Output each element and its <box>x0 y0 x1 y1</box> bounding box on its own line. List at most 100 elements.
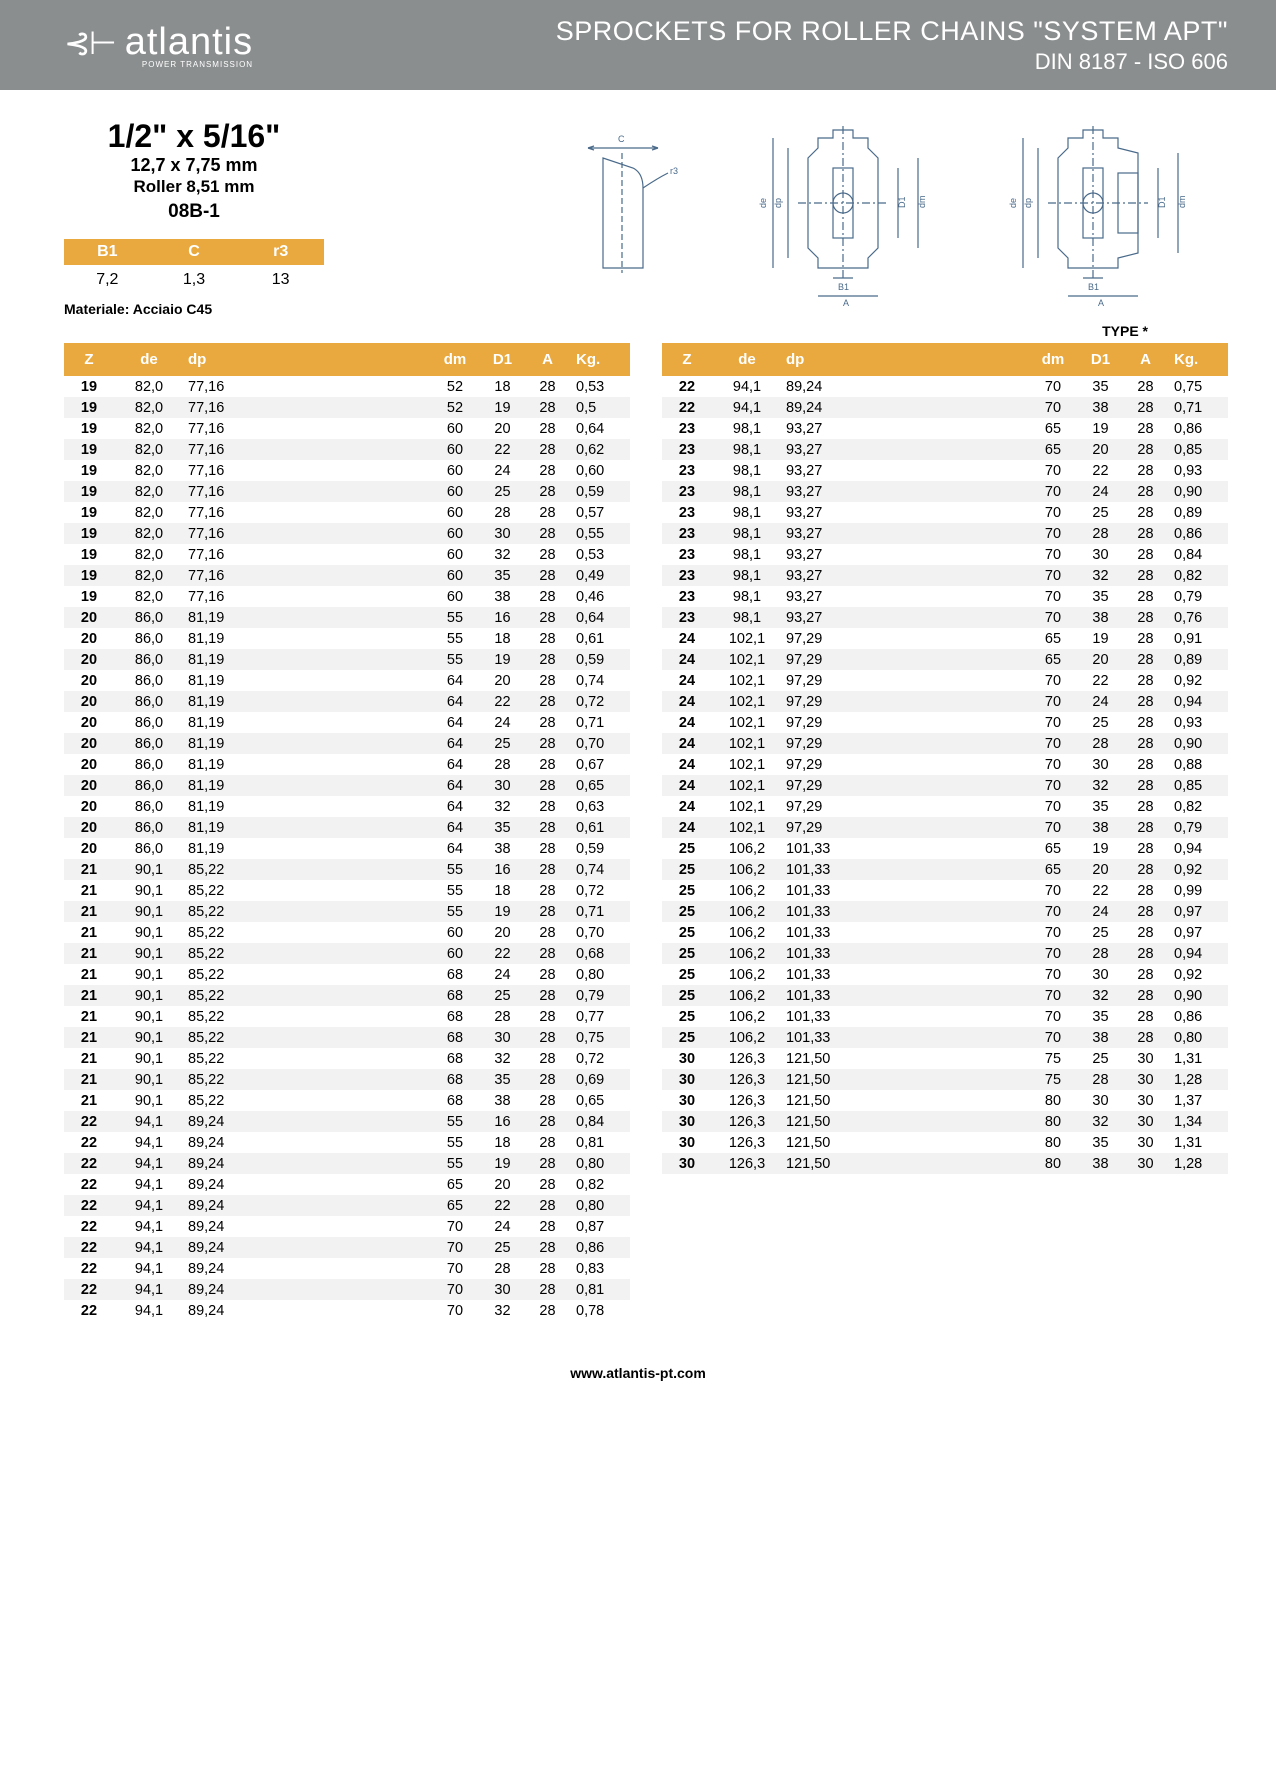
cell: 28 <box>1123 841 1168 857</box>
cell: 28 <box>1123 463 1168 479</box>
cell: 30 <box>1078 757 1123 773</box>
cell: 0,86 <box>1168 526 1228 542</box>
cell: 0,53 <box>570 547 630 563</box>
cell: 24 <box>480 715 525 731</box>
table-row: 2294,189,247028280,83 <box>64 1258 630 1279</box>
cell: 121,50 <box>782 1114 862 1130</box>
table-row: 2294,189,246522280,80 <box>64 1195 630 1216</box>
cell: 0,65 <box>570 778 630 794</box>
th-dm: dm <box>430 351 480 368</box>
cell: 70 <box>1028 904 1078 920</box>
cell: 30 <box>1123 1114 1168 1130</box>
cell: 0,60 <box>570 463 630 479</box>
cell <box>862 589 1028 605</box>
cell: 30 <box>480 778 525 794</box>
cell: 0,97 <box>1168 904 1228 920</box>
cell: 86,0 <box>114 631 184 647</box>
cell: 93,27 <box>782 526 862 542</box>
cell: 24 <box>662 694 712 710</box>
cell: 28 <box>525 925 570 941</box>
table-row: 30126,3121,507528301,28 <box>662 1069 1228 1090</box>
cell: 24 <box>662 820 712 836</box>
cell: 94,1 <box>114 1303 184 1319</box>
cell: 82,0 <box>114 463 184 479</box>
cell: 38 <box>480 589 525 605</box>
right-table: Z de dp dm D1 A Kg. 2294,189,247035280,7… <box>662 343 1228 1321</box>
cell: 98,1 <box>712 463 782 479</box>
svg-text:dp: dp <box>1023 198 1033 208</box>
cell: 24 <box>1078 904 1123 920</box>
cell: 21 <box>64 883 114 899</box>
spec-size: 1/2" x 5/16" <box>64 118 324 155</box>
cell: 82,0 <box>114 526 184 542</box>
mini-v3: 13 <box>237 271 324 289</box>
cell: 70 <box>1028 988 1078 1004</box>
cell: 93,27 <box>782 610 862 626</box>
cell: 68 <box>430 1051 480 1067</box>
cell: 90,1 <box>114 946 184 962</box>
cell: 70 <box>1028 505 1078 521</box>
table-header-right: Z de dp dm D1 A Kg. <box>662 343 1228 376</box>
cell: 20 <box>480 673 525 689</box>
table-row: 1982,077,166022280,62 <box>64 439 630 460</box>
cell: 21 <box>64 862 114 878</box>
cell <box>862 820 1028 836</box>
cell: 85,22 <box>184 904 264 920</box>
cell: 94,1 <box>114 1261 184 1277</box>
svg-text:D1: D1 <box>1157 196 1167 208</box>
title-line1: SPROCKETS FOR ROLLER CHAINS "SYSTEM APT" <box>556 16 1228 47</box>
cell: 20 <box>480 421 525 437</box>
footer-url: www.atlantis-pt.com <box>0 1341 1276 1421</box>
mini-header: B1 C r3 <box>64 239 324 265</box>
table-row: 2294,189,245518280,81 <box>64 1132 630 1153</box>
cell: 28 <box>1123 925 1168 941</box>
cell: 30 <box>480 1282 525 1298</box>
cell: 101,33 <box>782 883 862 899</box>
cell: 98,1 <box>712 610 782 626</box>
cell: 68 <box>430 1093 480 1109</box>
cell: 0,64 <box>570 421 630 437</box>
cell: 30 <box>1123 1051 1168 1067</box>
cell: 28 <box>525 736 570 752</box>
th-de: de <box>712 351 782 368</box>
cell: 0,77 <box>570 1009 630 1025</box>
cell: 0,97 <box>1168 925 1228 941</box>
cell: 28 <box>1123 631 1168 647</box>
cell: 70 <box>430 1240 480 1256</box>
cell: 98,1 <box>712 589 782 605</box>
cell: 94,1 <box>114 1135 184 1151</box>
cell: 70 <box>1028 589 1078 605</box>
table-row: 2086,081,196438280,59 <box>64 838 630 859</box>
table-row: 1982,077,166028280,57 <box>64 502 630 523</box>
cell: 60 <box>430 568 480 584</box>
cell: 28 <box>525 988 570 1004</box>
svg-text:A: A <box>843 298 849 308</box>
table-row: 2190,185,226838280,65 <box>64 1090 630 1111</box>
cell: 68 <box>430 988 480 1004</box>
cell: 28 <box>1123 1030 1168 1046</box>
cell <box>862 799 1028 815</box>
cell: 70 <box>430 1219 480 1235</box>
cell: 102,1 <box>712 778 782 794</box>
th-de: de <box>114 351 184 368</box>
cell: 97,29 <box>782 799 862 815</box>
cell: 126,3 <box>712 1156 782 1172</box>
cell: 0,86 <box>570 1240 630 1256</box>
cell <box>264 841 430 857</box>
cell: 77,16 <box>184 379 264 395</box>
cell: 89,24 <box>184 1198 264 1214</box>
table-row: 2086,081,196432280,63 <box>64 796 630 817</box>
cell <box>264 862 430 878</box>
cell: 93,27 <box>782 505 862 521</box>
cell: 77,16 <box>184 463 264 479</box>
cell: 0,57 <box>570 505 630 521</box>
cell: 20 <box>64 673 114 689</box>
cell: 60 <box>430 547 480 563</box>
cell <box>264 925 430 941</box>
cell <box>862 1093 1028 1109</box>
cell <box>264 673 430 689</box>
cell: 0,75 <box>1168 379 1228 395</box>
cell: 28 <box>1123 967 1168 983</box>
cell: 70 <box>1028 757 1078 773</box>
cell: 85,22 <box>184 862 264 878</box>
